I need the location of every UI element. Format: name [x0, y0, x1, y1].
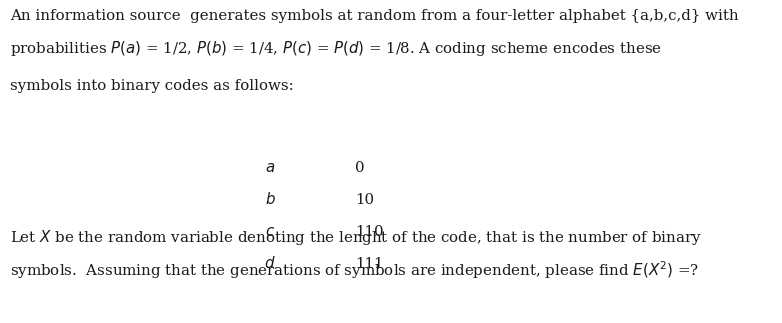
Text: $d$: $d$ [264, 255, 276, 271]
Text: An information source  generates symbols at random from a four-letter alphabet {: An information source generates symbols … [10, 9, 739, 23]
Text: $c$: $c$ [265, 225, 275, 239]
Text: $a$: $a$ [265, 161, 275, 175]
Text: 110: 110 [355, 225, 384, 239]
Text: $b$: $b$ [264, 191, 275, 207]
Text: 111: 111 [355, 257, 383, 271]
Text: Let $X$ be the random variable denoting the lenght of the code, that is the numb: Let $X$ be the random variable denoting … [10, 228, 702, 247]
Text: symbols.  Assuming that the generations of symbols are independent, please find : symbols. Assuming that the generations o… [10, 259, 699, 281]
Text: probabilities $P(a)$ = 1/2, $P(b)$ = 1/4, $P(c)$ = $P(d)$ = 1/8. A coding scheme: probabilities $P(a)$ = 1/2, $P(b)$ = 1/4… [10, 39, 662, 58]
Text: 0: 0 [355, 161, 364, 175]
Text: 10: 10 [355, 193, 374, 207]
Text: symbols into binary codes as follows:: symbols into binary codes as follows: [10, 79, 293, 93]
